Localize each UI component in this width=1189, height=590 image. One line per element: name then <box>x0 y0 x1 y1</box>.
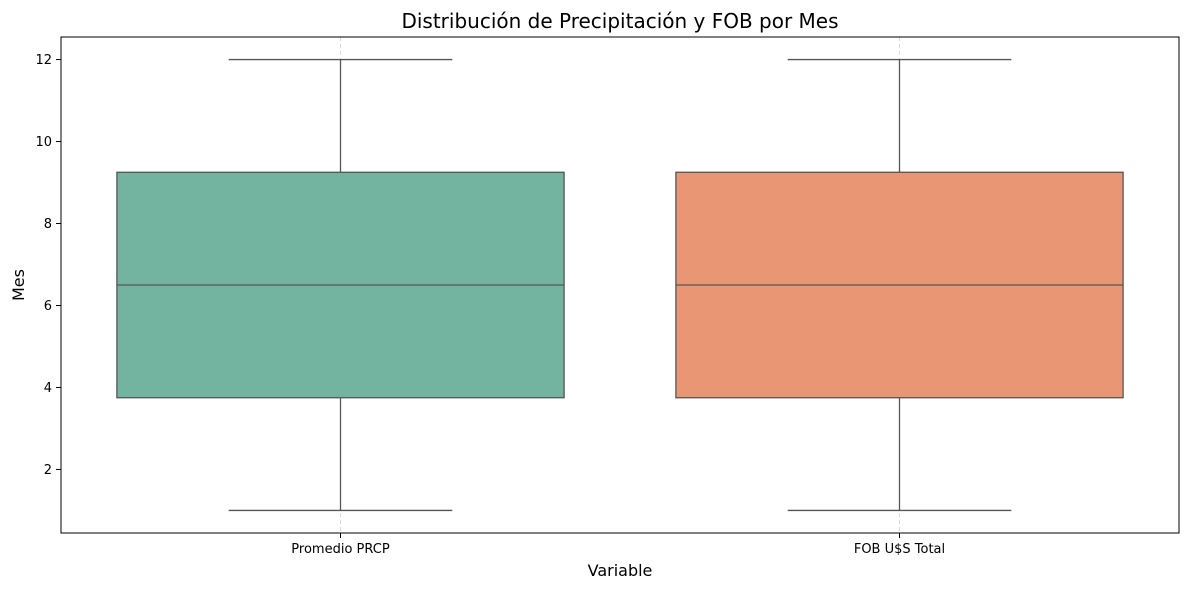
y-tick-label: 10 <box>35 135 52 150</box>
x-tick-label: Promedio PRCP <box>291 542 390 557</box>
chart-title: Distribución de Precipitación y FOB por … <box>401 9 838 33</box>
x-axis-label: Variable <box>588 561 653 580</box>
y-tick-label: 8 <box>44 217 52 232</box>
y-tick-label: 4 <box>44 381 52 396</box>
plot-area: 2 4 6 8 10 12 Promedio PRCP FOB U$S Total <box>35 36 1180 557</box>
y-axis-label: Mes <box>9 269 28 301</box>
y-tick-label: 6 <box>44 299 52 314</box>
y-tick-label: 12 <box>35 53 52 68</box>
plot-frame <box>60 36 1180 534</box>
y-tick-label: 2 <box>44 463 52 478</box>
x-tick-label: FOB U$S Total <box>854 542 945 557</box>
